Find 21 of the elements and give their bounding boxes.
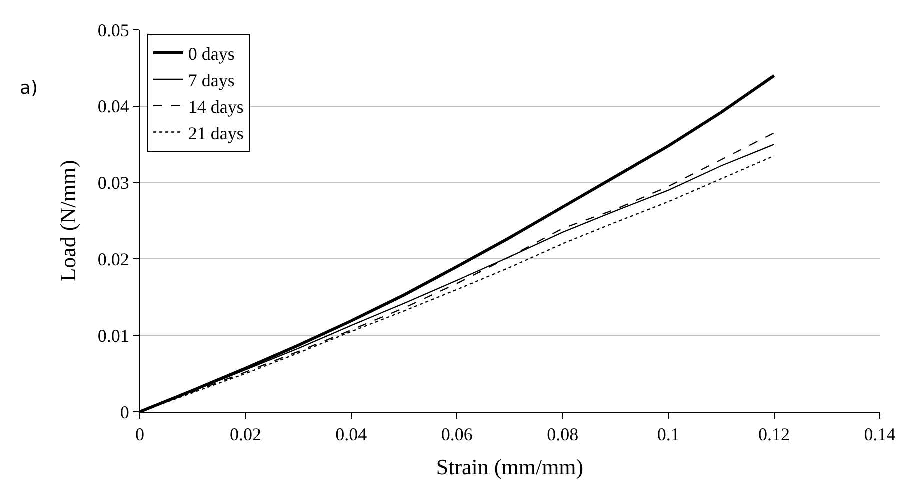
x-tick-label: 0.04	[336, 424, 368, 445]
legend-label: 0 days	[188, 44, 235, 64]
x-axis-title: Strain (mm/mm)	[436, 454, 584, 480]
x-tick-label: 0.06	[441, 424, 473, 445]
legend-label: 7 days	[188, 70, 235, 90]
y-tick-label: 0.02	[98, 250, 130, 270]
x-tick-label: 0.1	[657, 424, 680, 445]
x-tick-label: 0.02	[230, 424, 262, 445]
x-tick-label: 0.14	[864, 424, 896, 445]
legend-label: 14 days	[188, 96, 244, 117]
y-axis-title: Load (N/mm)	[56, 160, 81, 282]
legend-label: 21 days	[188, 123, 244, 144]
y-tick-label: 0.03	[98, 173, 130, 194]
text: a)	[20, 78, 38, 99]
x-tick-label: 0.12	[758, 424, 790, 445]
y-tick-label: 0.04	[98, 96, 130, 117]
x-tick-label: 0	[136, 424, 144, 445]
y-tick-label: 0.05	[98, 20, 130, 40]
y-tick-label: 0	[120, 402, 130, 422]
x-tick-label: 0.08	[547, 424, 579, 445]
y-tick-label: 0.01	[98, 326, 130, 346]
